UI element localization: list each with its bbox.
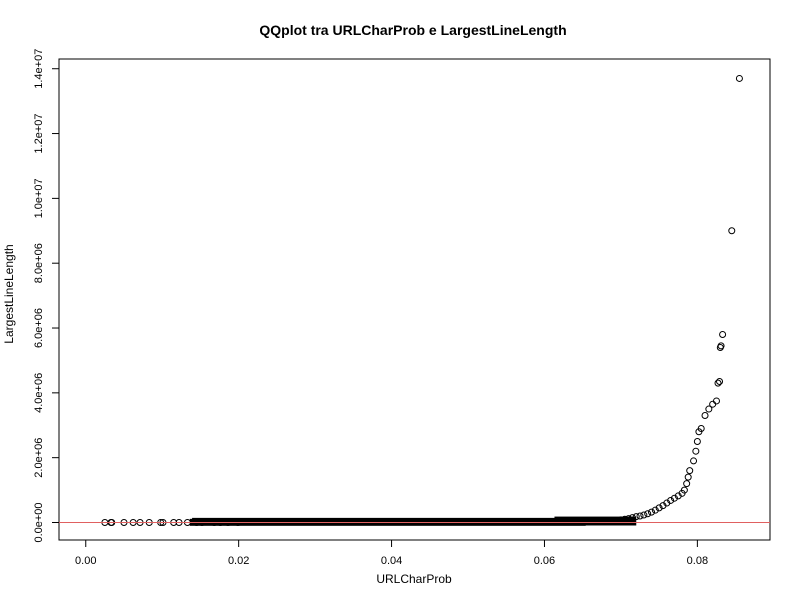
data-point [693,437,701,445]
data-point [690,457,698,465]
data-point [692,447,700,455]
data-point [571,518,579,526]
dense-point-bands [189,516,637,526]
plot-frame [58,58,771,541]
y-tick-label: 4.0e+06 [33,373,45,413]
y-tick-label: 1.4e+07 [33,49,45,89]
y-tick-label: 0.0e+00 [33,502,45,542]
data-point [714,379,722,387]
x-axis: 0.00 0.02 0.04 0.06 0.08 [75,539,708,567]
data-point [651,506,659,514]
x-tick-label: 0.06 [534,555,555,567]
data-point [717,342,725,350]
data-point [625,515,633,523]
data-point [667,496,675,504]
data-point [701,412,709,420]
y-tick-label: 2.0e+06 [33,438,45,478]
y-tick-label: 8.0e+06 [33,243,45,283]
data-point [697,425,705,433]
dense-band [554,516,637,526]
data-point [648,508,655,516]
data-point [683,480,691,488]
data-point [728,227,736,235]
data-point [735,74,743,82]
data-point [556,518,564,526]
data-point [602,517,610,525]
y-axis-title: LargestLineLength [2,244,16,343]
y-tick-label: 6.0e+06 [33,308,45,348]
x-tick-label: 0.02 [228,555,249,567]
data-point [586,517,594,525]
x-axis-title: URLCharProb [376,572,452,586]
data-point [719,331,727,339]
data-point [686,467,694,475]
x-tick-label: 0.00 [75,555,96,567]
y-tick-label: 1.0e+07 [33,178,45,218]
data-point [716,378,724,386]
x-tick-label: 0.04 [381,555,402,567]
data-point [709,400,717,408]
data-point [680,486,688,494]
data-point [684,473,692,481]
y-tick-label: 1.2e+07 [33,114,45,154]
data-point [670,494,678,502]
scatter-points [101,74,743,526]
data-point [609,517,617,525]
data-point [632,513,640,521]
y-axis: 0.0e+00 2.0e+06 4.0e+06 6.0e+06 8.0e+06 1.0e+… [33,49,60,543]
x-tick-label: 0.08 [687,555,708,567]
data-point [644,510,652,518]
data-point [640,511,648,519]
data-point [636,512,644,520]
data-point [628,514,636,522]
data-point [705,405,713,413]
data-point [712,397,720,405]
data-point [655,504,663,512]
chart-title: QQplot tra URLCharProb e LargestLineLeng… [259,22,566,38]
